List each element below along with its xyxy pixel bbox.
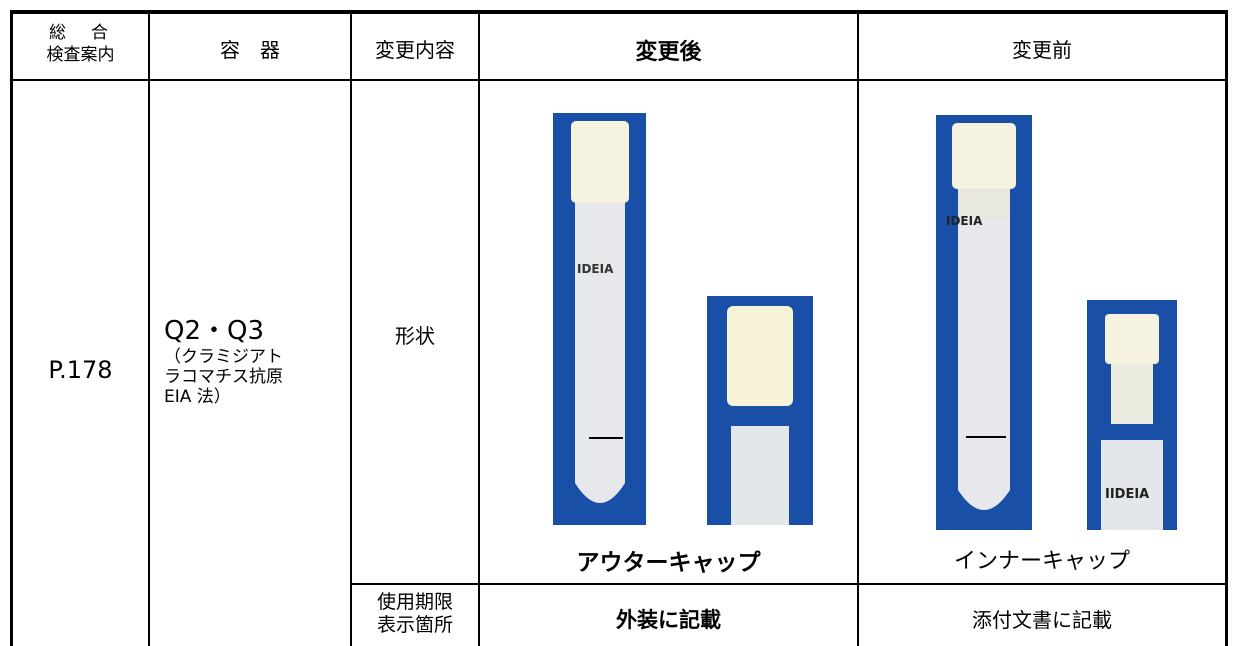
border (148, 10, 150, 646)
shape-label: 形状 (395, 324, 435, 348)
header-text: 総 合 (49, 23, 112, 43)
label-line: 使用期限 (376, 591, 453, 613)
border (350, 10, 352, 646)
header-text: 変更内容 (375, 38, 455, 62)
header-cell: 総 合 検査案内 (13, 22, 148, 66)
border (10, 79, 1228, 81)
container-cell: Q2・Q3 （クラミジアト ラコマチス抗原 EIA 法） (164, 310, 350, 407)
header-text: 変更後 (635, 40, 702, 65)
tube: IDEIA (571, 121, 629, 503)
photo-text: IIDEIA (1105, 487, 1149, 502)
page-ref: P.178 (48, 356, 113, 384)
tube: IDEIA (946, 123, 1016, 510)
note-line: EIA 法） (164, 387, 231, 407)
expiry-label: 使用期限 表示箇所 (352, 591, 478, 637)
photo: IIDEIA (1087, 300, 1177, 530)
border (10, 10, 1228, 14)
expiry-before: 添付文書に記載 (972, 608, 1112, 632)
photo-text: IDEIA (946, 214, 983, 228)
cap: IIDEIA (1101, 314, 1163, 530)
header-text: 容 器 (220, 38, 280, 62)
header-text: 検査案内 (46, 45, 115, 65)
border (857, 10, 859, 646)
container-name: Q2・Q3 (164, 316, 265, 346)
header-text: 変更前 (1012, 38, 1072, 62)
border (1225, 10, 1228, 646)
note-line: ラコマチス抗原 (164, 367, 283, 387)
border (10, 10, 13, 646)
photo: IDEIA (553, 113, 646, 525)
note-line: （クラミジアト (164, 347, 283, 367)
photo (707, 296, 813, 525)
caption: アウターキャップ (576, 550, 761, 576)
caption: インナーキャップ (953, 549, 1130, 574)
container-note: （クラミジアト ラコマチス抗原 EIA 法） (164, 347, 350, 407)
border (478, 10, 480, 646)
photo: IDEIA (936, 115, 1032, 530)
cap (727, 306, 793, 525)
label-line: 表示箇所 (376, 614, 453, 636)
border (352, 583, 1228, 585)
photo-text: IDEIA (577, 262, 614, 276)
expiry-after: 外装に記載 (616, 608, 721, 632)
